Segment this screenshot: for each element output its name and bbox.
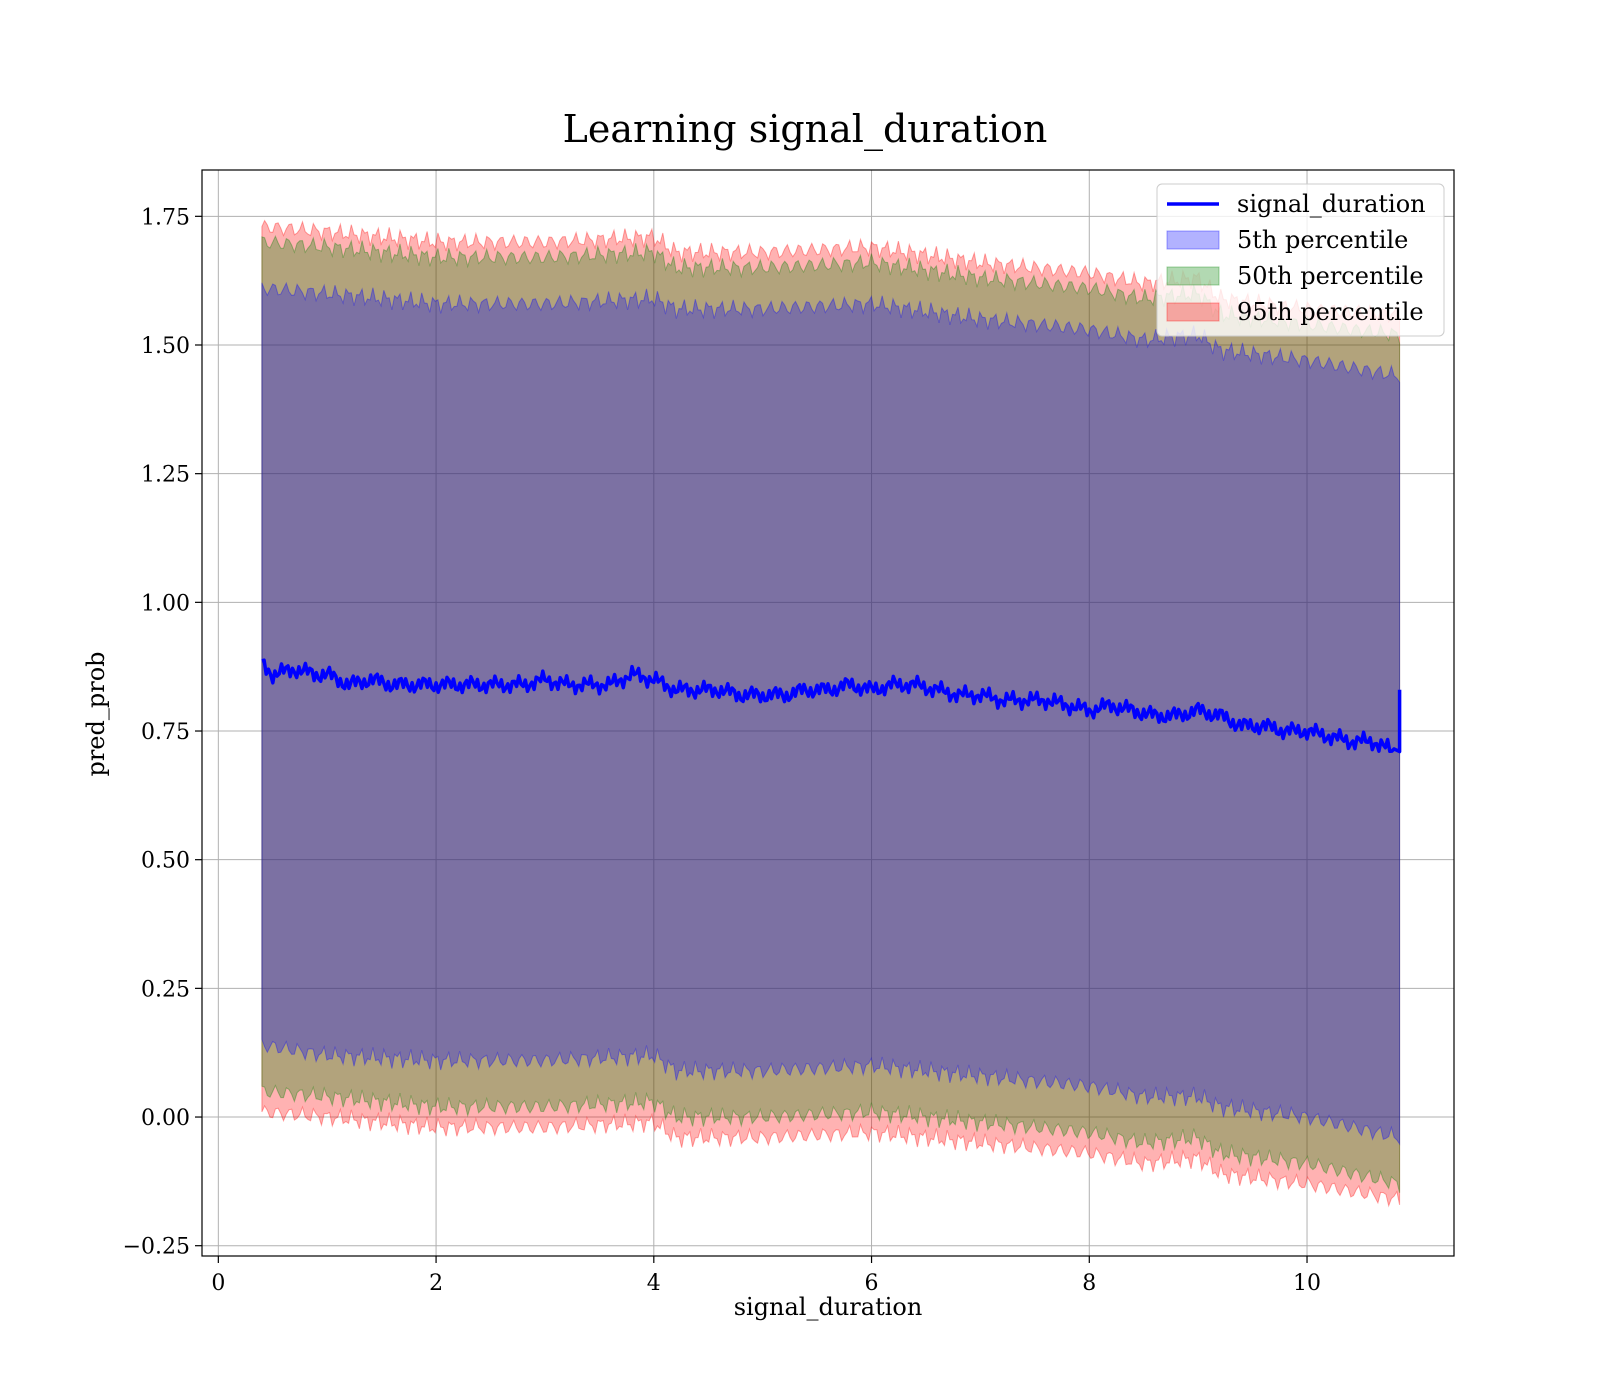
legend-label: 5th percentile bbox=[1237, 226, 1408, 254]
plot-frame bbox=[201, 169, 1455, 1257]
chart-title: Learning signal_duration bbox=[563, 107, 1048, 152]
band-50th-percentile bbox=[261, 235, 1401, 1193]
legend: signal_duration 5th percentile 50th percen… bbox=[1156, 183, 1445, 337]
y-tick-label: 0.25 bbox=[141, 977, 190, 1002]
legend-patch-swatch bbox=[1166, 230, 1220, 250]
x-axis-label: signal_duration bbox=[734, 1293, 923, 1321]
x-tick-label: 2 bbox=[429, 1271, 443, 1296]
y-tick-label: 0.75 bbox=[141, 720, 190, 745]
x-tick-label: 8 bbox=[1082, 1271, 1096, 1296]
y-tick-label: 0.50 bbox=[141, 849, 190, 874]
x-tick-label: 10 bbox=[1293, 1271, 1321, 1296]
y-tick-label: 1.75 bbox=[141, 205, 190, 230]
x-tick-label: 4 bbox=[647, 1271, 661, 1296]
legend-label: 50th percentile bbox=[1237, 262, 1424, 290]
y-tick-label: 1.50 bbox=[141, 334, 190, 359]
y-tick-label: 0.00 bbox=[141, 1106, 190, 1131]
legend-label: signal_duration bbox=[1237, 190, 1426, 218]
band-95th-percentile bbox=[261, 219, 1401, 1208]
x-tick-label: 0 bbox=[211, 1271, 225, 1296]
legend-label: 95th percentile bbox=[1237, 298, 1424, 326]
y-tick-label: 1.00 bbox=[141, 591, 190, 616]
legend-patch-swatch bbox=[1166, 302, 1220, 322]
legend-box bbox=[1156, 183, 1445, 337]
y-axis-label: pred_prob bbox=[82, 651, 110, 776]
band-5th-percentile bbox=[261, 281, 1401, 1146]
plot-area bbox=[202, 170, 1454, 1256]
legend-patch-swatch bbox=[1166, 266, 1220, 286]
signal-line bbox=[261, 658, 1402, 754]
y-tick-label: 1.25 bbox=[141, 463, 190, 488]
axis-ticks: 0 2 4 6 8 10 −0.25 0.00 0.25 0.50 0.75 1.00 1.25 1.50… bbox=[123, 205, 1321, 1296]
x-tick-label: 6 bbox=[865, 1271, 879, 1296]
y-tick-label: −0.25 bbox=[123, 1235, 190, 1260]
